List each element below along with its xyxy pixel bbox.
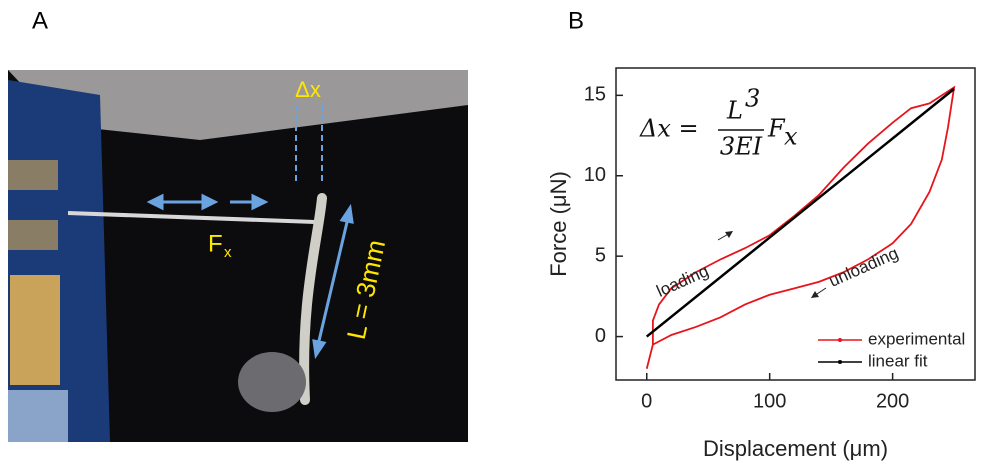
y-tick-label: 15 [584,84,606,106]
annotation-arrowhead [725,231,733,238]
photo-spring [8,160,58,190]
photo-spring [8,220,58,250]
photo-glue [238,352,306,412]
equation-lhs: Δx = [639,115,699,143]
photo-wall [8,70,468,140]
series-line [645,85,956,369]
equation-subscript: x [784,123,798,151]
y-tick-label: 0 [595,325,606,347]
equation-numerator: L [726,97,743,125]
photo-clamp [10,275,60,385]
plot-frame [615,67,976,381]
legend-marker [838,338,842,342]
force-label: F [208,230,223,257]
chart: 0 100 200 0 5 10 15 Displacement (μm) Force (μN)… [546,67,976,461]
panel-label: B [568,7,584,34]
delta-label: Δx [295,77,321,102]
equation-factor: F [767,115,786,143]
photo: Δx F x L = 3mm [8,70,468,442]
force-arrows [146,193,354,360]
annotation: loading [654,261,712,301]
equation-denominator: 3EI [720,133,763,161]
legend-marker [838,360,842,364]
force-subscript: x [224,244,232,261]
legend-label: experimental [868,329,965,348]
photo-stage [8,80,110,442]
y-tick-label: 5 [595,244,606,266]
legend-label: linear fit [868,351,928,370]
series-line [645,87,955,338]
x-axis-label: Displacement (μm) [703,436,888,461]
annotation: unloading [826,243,901,290]
y-tick-label: 10 [584,164,606,186]
x-tick-label: 100 [753,390,786,412]
panel-label: A [32,7,48,34]
photo-probe [67,211,316,224]
photo-base [8,390,68,442]
equation-exponent: 3 [745,85,760,113]
annotation-arrowhead [811,291,819,298]
x-tick-label: 200 [876,390,909,412]
photo-fiber [299,193,327,405]
x-tick-label: 0 [641,390,652,412]
y-axis-label: Force (μN) [546,171,571,277]
